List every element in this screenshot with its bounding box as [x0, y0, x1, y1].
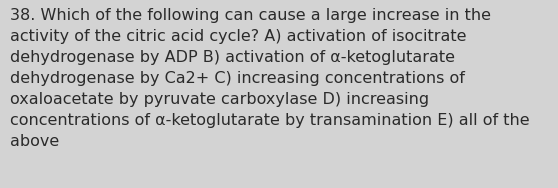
Text: 38. Which of the following can cause a large increase in the
activity of the cit: 38. Which of the following can cause a l… — [10, 8, 530, 149]
